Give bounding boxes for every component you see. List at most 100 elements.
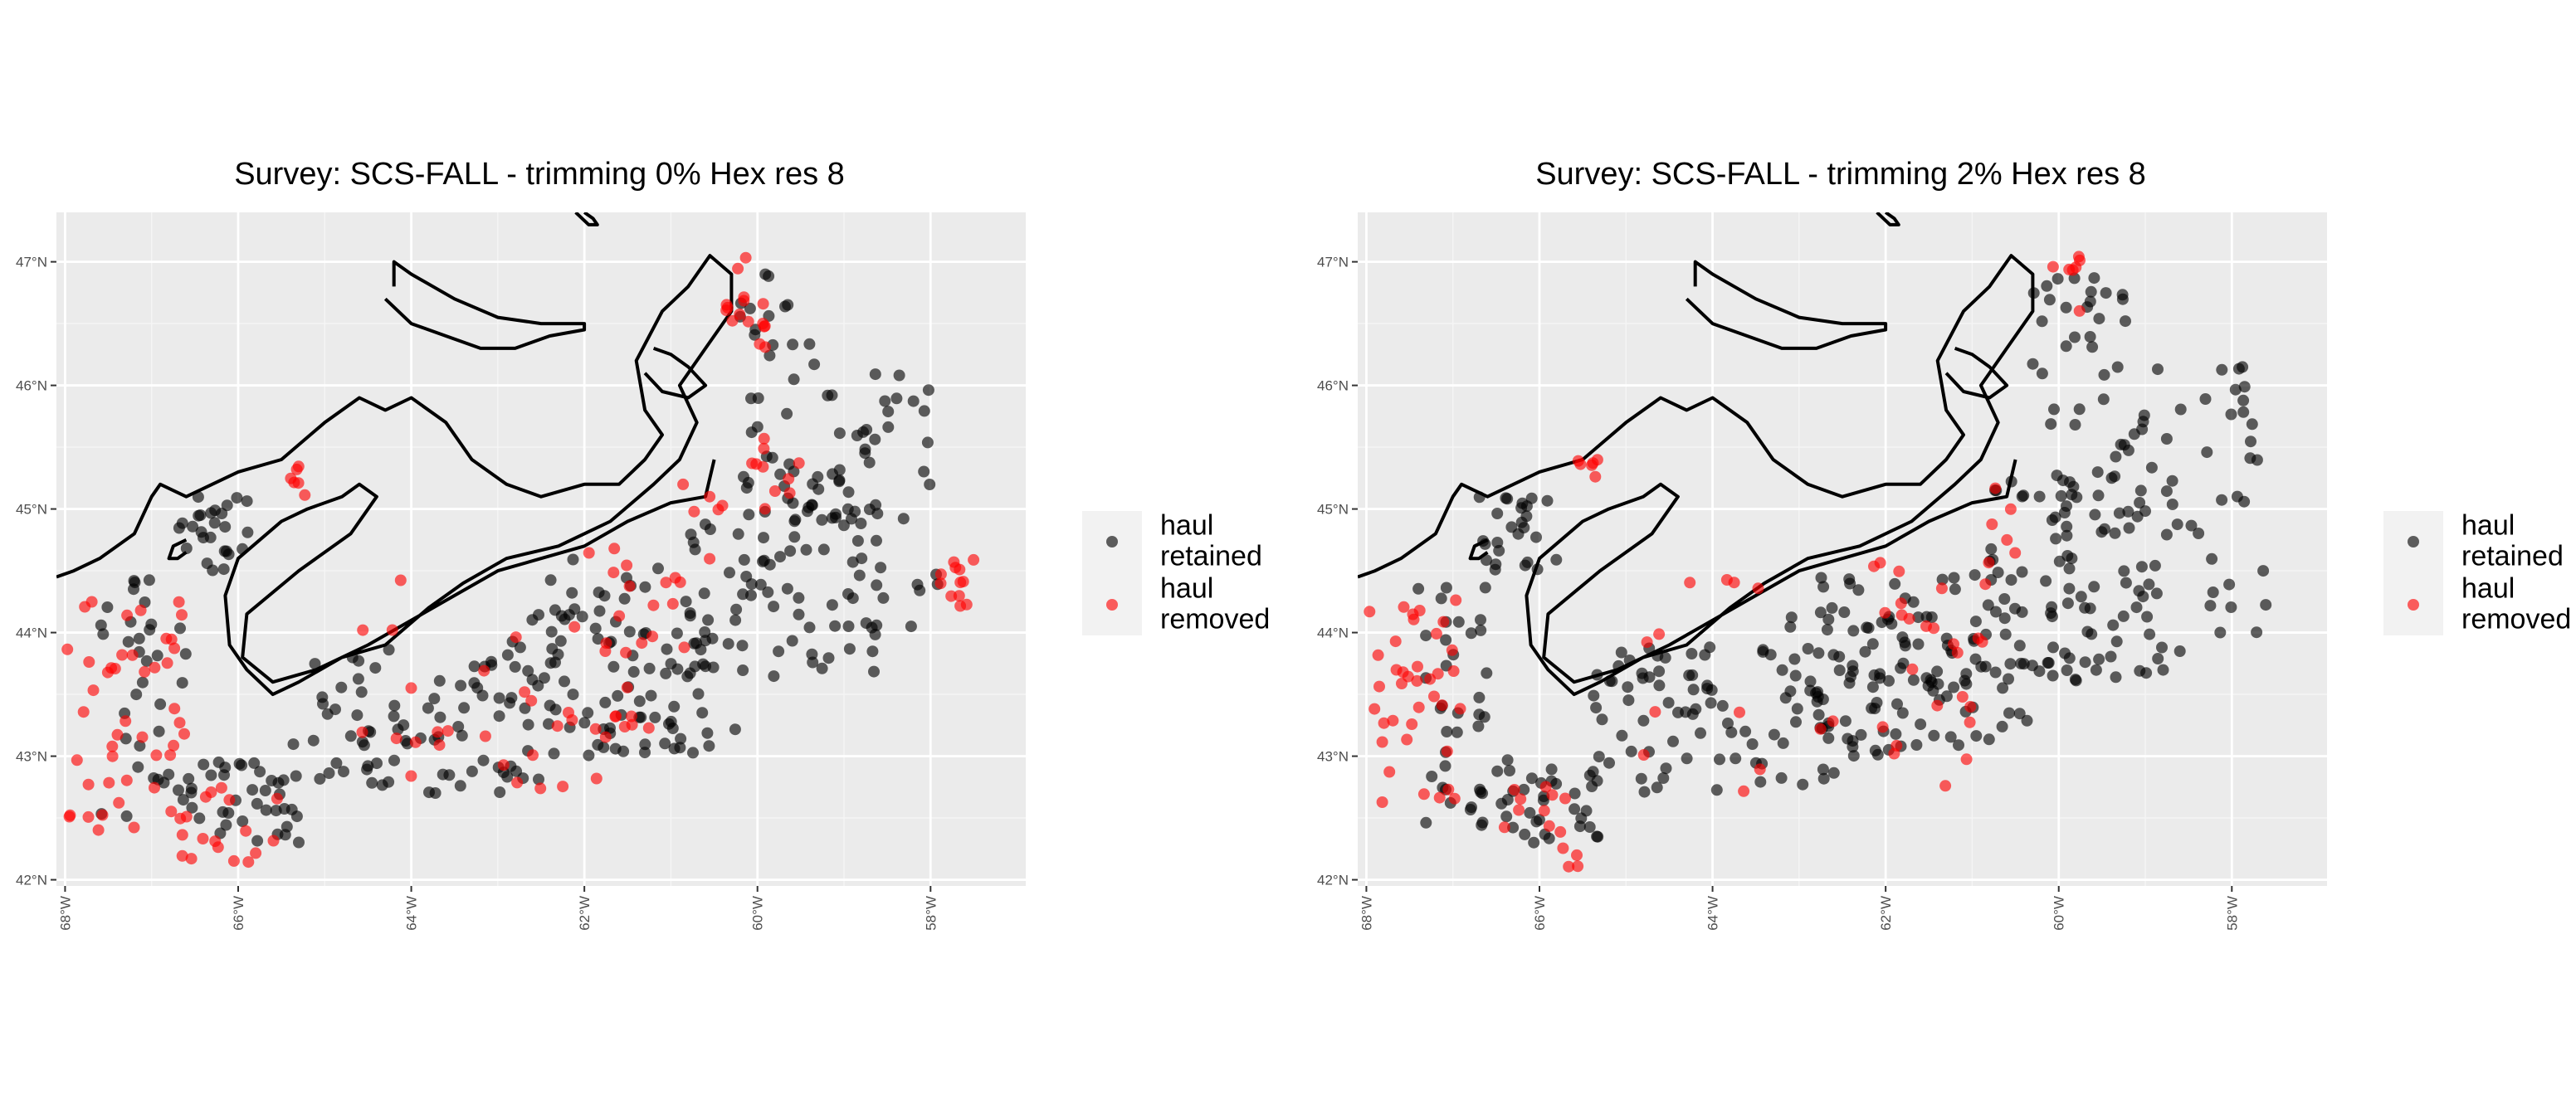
data-point <box>1989 666 2002 679</box>
data-point <box>1931 699 1944 712</box>
data-point <box>2251 454 2263 466</box>
data-point <box>744 302 756 314</box>
data-point <box>893 369 905 382</box>
data-point <box>869 433 881 445</box>
data-point <box>154 698 167 710</box>
data-point <box>2055 489 2067 502</box>
data-point <box>833 427 846 440</box>
data-point <box>2110 671 2122 684</box>
data-point <box>2071 491 2083 504</box>
data-point <box>763 270 775 282</box>
data-point <box>758 320 770 333</box>
data-point <box>116 649 129 661</box>
data-point <box>168 739 180 752</box>
data-point <box>701 727 714 739</box>
data-point <box>1847 625 1860 637</box>
data-point <box>1590 702 1603 714</box>
data-point <box>2160 485 2173 498</box>
data-point <box>220 819 232 831</box>
data-point <box>122 635 134 648</box>
data-point <box>1383 766 1396 778</box>
data-point <box>2009 602 2021 615</box>
data-point <box>1935 582 1948 595</box>
data-point <box>1440 634 1452 646</box>
data-point <box>353 655 365 667</box>
data-point <box>1589 470 1602 483</box>
data-point <box>626 718 638 731</box>
data-point <box>183 772 195 785</box>
data-point <box>2237 394 2250 406</box>
data-point <box>1473 708 1486 721</box>
data-point <box>740 482 753 494</box>
data-point <box>2005 574 2017 586</box>
data-point <box>2206 552 2218 565</box>
data-point <box>1390 664 1403 676</box>
data-point <box>583 547 595 559</box>
data-point <box>907 395 920 407</box>
data-point <box>1538 805 1550 817</box>
data-point <box>671 627 683 640</box>
data-point <box>687 747 699 759</box>
data-point <box>329 703 341 716</box>
data-point <box>830 508 842 520</box>
data-point <box>2001 533 2013 546</box>
data-point <box>620 646 632 659</box>
data-point <box>2088 581 2100 593</box>
data-point <box>1498 821 1510 834</box>
data-point <box>2042 657 2055 669</box>
data-point <box>1839 715 1852 728</box>
data-point <box>227 854 240 867</box>
data-point <box>863 504 876 515</box>
data-point <box>497 759 510 771</box>
data-point <box>192 491 204 504</box>
data-point <box>87 684 100 697</box>
data-point <box>2045 418 2057 431</box>
data-point <box>2005 475 2017 488</box>
data-point <box>352 673 364 685</box>
data-point <box>1826 601 1838 614</box>
y-tick-label: 43°N <box>16 749 47 765</box>
data-point <box>1441 745 1453 757</box>
data-point <box>621 559 633 572</box>
data-point <box>1883 674 1895 687</box>
data-point <box>757 298 769 310</box>
chart-panel-right: Survey: SCS-FALL - trimming 2% Hex res 8… <box>1288 0 2576 1095</box>
data-point <box>1531 563 1544 576</box>
data-point <box>1641 636 1653 649</box>
data-point <box>645 689 657 702</box>
data-point <box>1583 821 1596 833</box>
data-point <box>1538 791 1550 802</box>
data-point <box>371 757 383 770</box>
data-point <box>1591 669 1603 681</box>
data-point <box>846 513 857 525</box>
data-point <box>803 338 816 350</box>
data-point <box>1541 494 1554 507</box>
data-point <box>1622 694 1635 707</box>
data-point <box>1667 735 1679 747</box>
data-point <box>344 730 357 742</box>
data-point <box>1447 665 1460 677</box>
data-point <box>702 614 715 626</box>
data-point <box>1847 659 1859 672</box>
x-tick-label: 66°W <box>231 896 246 931</box>
data-point <box>842 503 854 515</box>
data-point <box>829 620 842 632</box>
data-point <box>783 487 796 499</box>
data-point <box>1504 765 1515 776</box>
data-point <box>566 586 578 599</box>
data-point <box>1593 751 1605 763</box>
data-point <box>716 499 729 512</box>
data-point <box>1411 674 1423 687</box>
data-point <box>1705 697 1717 709</box>
chart-svg-left: Survey: SCS-FALL - trimming 0% Hex res 8… <box>16 157 1270 931</box>
x-tick-label: 64°W <box>404 896 420 931</box>
data-point <box>1473 691 1486 703</box>
data-point <box>173 717 186 729</box>
data-point <box>136 731 149 743</box>
data-point <box>2016 566 2028 578</box>
data-point <box>781 407 793 420</box>
data-point <box>1861 621 1873 634</box>
data-point <box>1998 593 2011 605</box>
data-point <box>2225 601 2237 613</box>
data-point <box>2061 597 2074 610</box>
